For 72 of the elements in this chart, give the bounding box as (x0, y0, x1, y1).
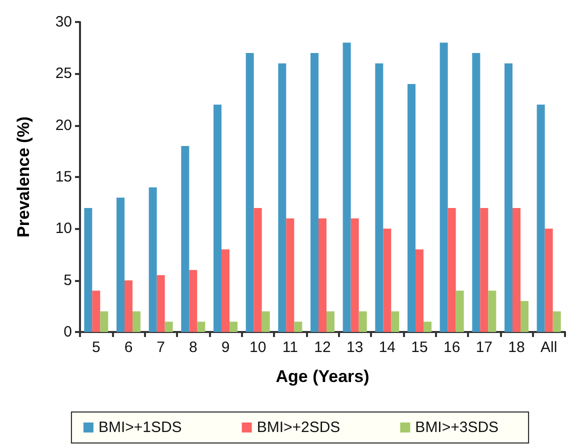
bar (246, 53, 254, 332)
bar (164, 322, 173, 332)
y-axis-title: Prevalence (%) (14, 116, 33, 238)
x-tick-label: 11 (282, 339, 298, 356)
x-tick-label: 6 (124, 339, 133, 356)
bar (424, 322, 432, 332)
bar (350, 218, 359, 332)
bar (294, 322, 302, 332)
x-tick-label: 13 (346, 339, 364, 356)
x-tick-label: 5 (92, 339, 100, 356)
x-tick-label: 12 (314, 339, 331, 356)
legend-label: BMI>+3SDS (415, 419, 499, 436)
bar (552, 311, 561, 332)
bar (326, 311, 334, 332)
bar (472, 53, 480, 332)
x-tick-label: 17 (476, 339, 493, 356)
bar (189, 270, 198, 332)
bar (310, 53, 318, 332)
x-tick-label: All (540, 339, 558, 356)
bar (448, 208, 456, 332)
bar (440, 42, 448, 332)
bar (278, 63, 286, 332)
bar (512, 208, 520, 332)
bar (480, 208, 488, 332)
legend-label: BMI>+1SDS (98, 419, 182, 436)
y-tick-label: 10 (55, 220, 72, 238)
y-tick-label: 25 (55, 65, 72, 82)
bar (222, 249, 230, 332)
x-tick-label: 15 (411, 339, 428, 356)
bar (456, 290, 464, 332)
bar (124, 280, 132, 332)
bar (84, 208, 92, 332)
bar (504, 63, 512, 332)
bar (92, 290, 100, 332)
x-tick-label: 7 (156, 339, 166, 356)
bar (262, 311, 270, 332)
bar (318, 218, 326, 332)
bar (254, 208, 262, 332)
bar (230, 322, 238, 332)
bar (544, 228, 553, 332)
bar (156, 275, 165, 332)
bar (197, 322, 206, 332)
bar (116, 198, 124, 332)
x-axis-title: Age (Years) (276, 367, 370, 386)
y-tick-label: 20 (55, 116, 72, 134)
bar (375, 63, 384, 332)
bar (391, 311, 400, 332)
y-tick-label: 0 (64, 324, 72, 340)
bar (358, 311, 367, 332)
bar (100, 311, 108, 332)
bar (286, 218, 294, 332)
x-tick-label: 10 (249, 339, 266, 356)
bar (342, 42, 351, 332)
bar (520, 301, 528, 332)
x-tick-label: 9 (221, 339, 230, 356)
y-tick-label: 5 (64, 272, 72, 289)
bar (488, 290, 496, 332)
bar (181, 146, 190, 332)
x-tick-label: 16 (443, 339, 460, 356)
x-tick-label: 18 (508, 339, 525, 356)
legend-label: BMI>+2SDS (256, 419, 340, 436)
x-tick-label: 14 (378, 339, 396, 356)
x-tick-label: 8 (188, 339, 198, 356)
bar (383, 228, 392, 332)
bar (416, 249, 424, 332)
bar (148, 187, 157, 332)
bar (408, 84, 416, 332)
y-tick-label: 15 (55, 168, 72, 186)
bar (214, 104, 222, 332)
y-tick-label: 30 (55, 14, 72, 30)
bar (536, 104, 545, 332)
bar (132, 311, 140, 332)
